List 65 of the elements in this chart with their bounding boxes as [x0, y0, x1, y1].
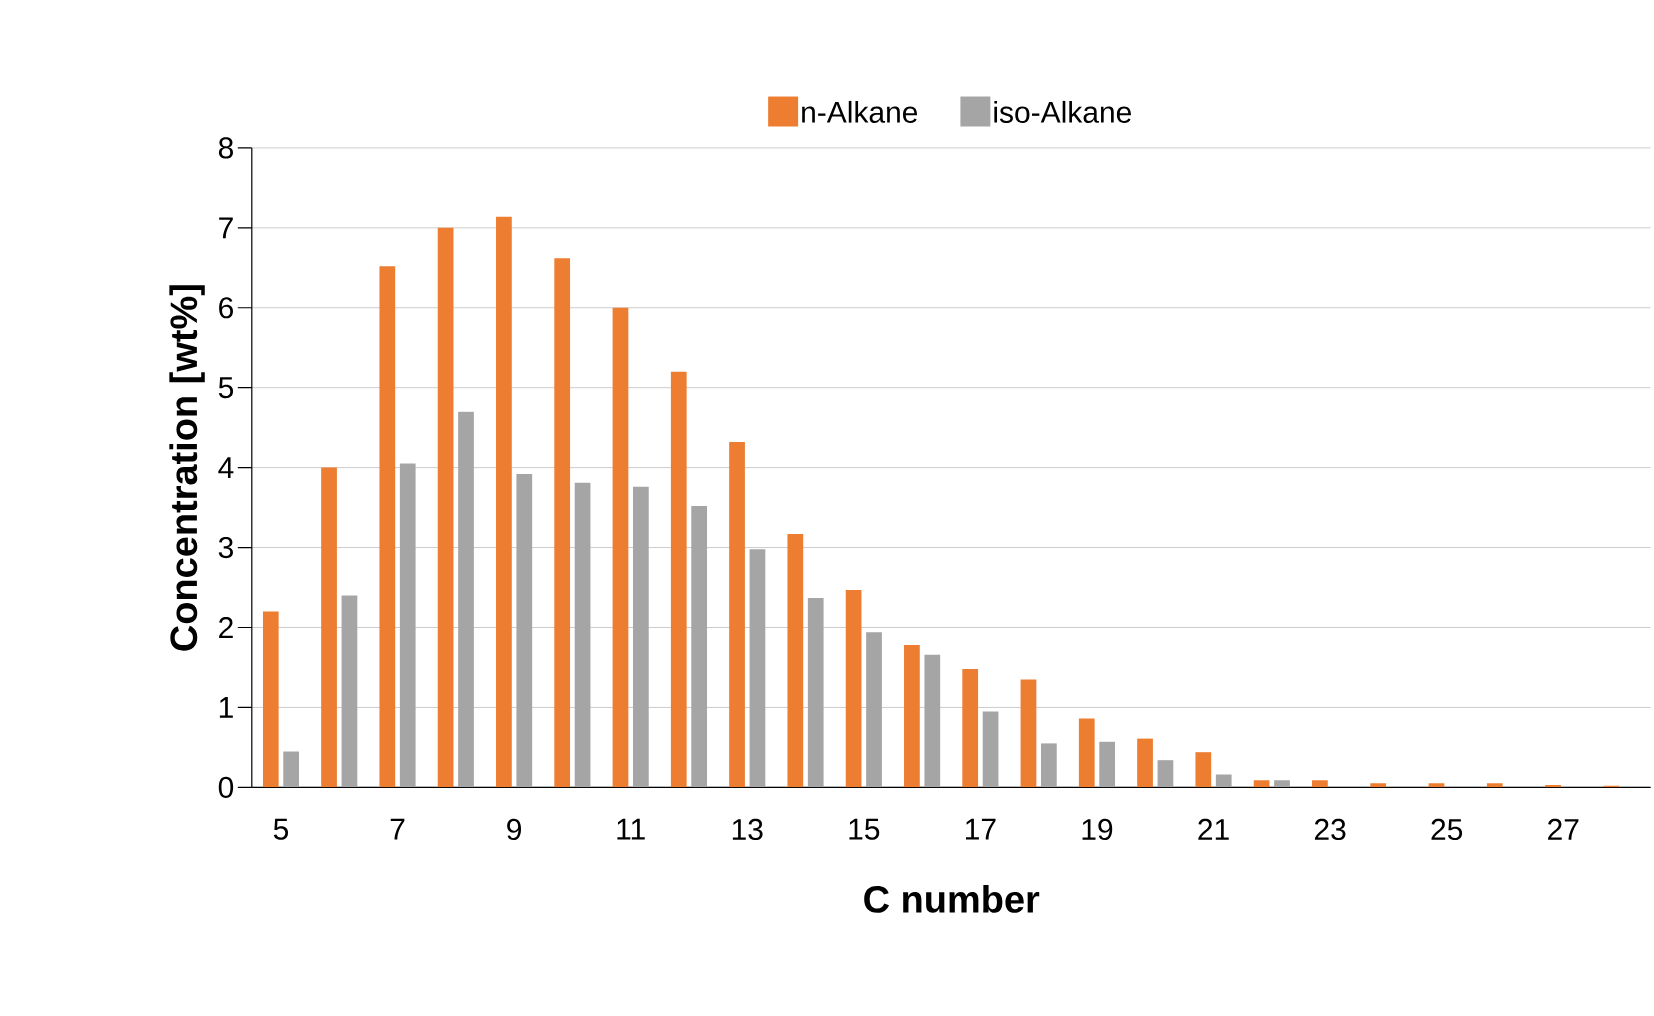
x-tick-label: 13 [732, 818, 763, 841]
bar [1312, 780, 1328, 788]
legend-label: iso-Alkane [994, 100, 1131, 123]
bar [1253, 780, 1270, 788]
y-tick-label: 8 [218, 137, 233, 159]
bar [283, 751, 300, 788]
x-tick-label: 17 [966, 818, 996, 840]
x-tick-label: 15 [849, 818, 880, 840]
bar [670, 371, 687, 788]
y-tick-label: 3 [218, 536, 233, 559]
bar [612, 307, 629, 788]
bar [496, 216, 512, 788]
bar [1137, 738, 1153, 788]
bar [807, 597, 824, 788]
x-tick-label: 23 [1314, 818, 1346, 841]
y-tick-label: 0 [218, 776, 234, 798]
x-tick-label: 5 [273, 818, 289, 840]
x-tick-label: 19 [1082, 818, 1113, 841]
bar [1486, 783, 1503, 788]
bar [574, 482, 591, 788]
y-tick-label: 1 [219, 697, 233, 718]
y-tick-label: 6 [219, 297, 233, 319]
bar [1428, 783, 1445, 788]
x-tick-label: 27 [1548, 818, 1579, 840]
bar [787, 533, 804, 788]
bar [729, 441, 745, 788]
bar [1370, 783, 1387, 788]
bar [633, 486, 649, 788]
bar [554, 258, 571, 788]
bar [379, 266, 396, 788]
bar [962, 668, 979, 788]
x-tick-label: 9 [507, 818, 522, 841]
bar [749, 549, 766, 788]
bar [458, 411, 474, 788]
bar [262, 611, 279, 788]
legend-label: n-Alkane [802, 100, 918, 123]
bar [341, 595, 358, 788]
bar [982, 711, 999, 788]
bar [437, 227, 454, 788]
bar [1157, 760, 1174, 788]
bar [1078, 718, 1095, 788]
y-tick-label: 7 [219, 217, 233, 239]
bar [866, 632, 882, 788]
y-tick-label: 2 [219, 616, 233, 638]
y-axis-title: Concentration [wt%] [169, 285, 205, 651]
x-tick-label: 7 [390, 818, 405, 840]
bar [516, 473, 533, 788]
x-axis-title: C number [864, 884, 1040, 913]
bar [321, 467, 337, 788]
x-tick-label: 21 [1198, 818, 1229, 840]
bar [924, 654, 941, 788]
bar [1020, 679, 1037, 788]
bar [1041, 743, 1057, 788]
bar [1215, 774, 1232, 788]
bar [1099, 741, 1116, 788]
bar [845, 589, 862, 788]
bar [904, 645, 920, 788]
bar [1195, 752, 1212, 788]
bar [399, 463, 416, 788]
bar [691, 505, 708, 788]
x-tick-label: 11 [617, 818, 645, 840]
x-tick-label: 25 [1431, 818, 1463, 841]
bar [1274, 780, 1290, 788]
y-tick-label: 4 [218, 457, 234, 478]
y-tick-label: 5 [218, 377, 234, 399]
